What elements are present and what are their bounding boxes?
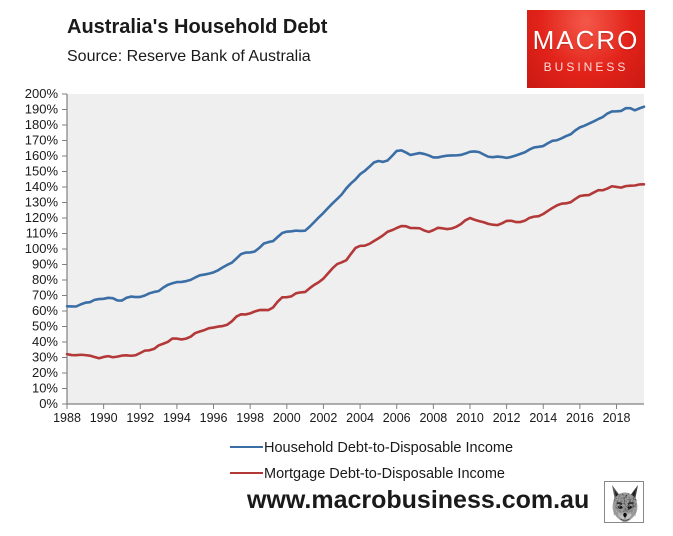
- svg-text:90%: 90%: [32, 257, 58, 272]
- svg-text:160%: 160%: [25, 148, 59, 163]
- svg-text:0%: 0%: [39, 396, 58, 411]
- svg-text:190%: 190%: [25, 102, 59, 117]
- svg-text:2012: 2012: [493, 411, 521, 425]
- svg-text:2008: 2008: [419, 411, 447, 425]
- svg-text:80%: 80%: [32, 272, 58, 287]
- svg-text:20%: 20%: [32, 365, 58, 380]
- svg-text:1988: 1988: [53, 411, 81, 425]
- svg-text:2002: 2002: [310, 411, 338, 425]
- svg-text:180%: 180%: [25, 117, 59, 132]
- svg-text:150%: 150%: [25, 164, 59, 179]
- svg-text:200%: 200%: [25, 86, 59, 101]
- svg-text:130%: 130%: [25, 195, 59, 210]
- svg-text:1998: 1998: [236, 411, 264, 425]
- svg-text:60%: 60%: [32, 303, 58, 318]
- svg-text:140%: 140%: [25, 179, 59, 194]
- svg-text:2004: 2004: [346, 411, 374, 425]
- svg-text:1990: 1990: [90, 411, 118, 425]
- svg-text:2000: 2000: [273, 411, 301, 425]
- svg-text:40%: 40%: [32, 334, 58, 349]
- svg-text:110%: 110%: [26, 226, 59, 241]
- svg-text:170%: 170%: [25, 133, 59, 148]
- svg-text:50%: 50%: [32, 319, 58, 334]
- svg-text:1994: 1994: [163, 411, 191, 425]
- svg-text:1996: 1996: [200, 411, 228, 425]
- svg-text:2006: 2006: [383, 411, 411, 425]
- svg-text:10%: 10%: [32, 381, 58, 396]
- svg-text:1992: 1992: [126, 411, 154, 425]
- svg-text:2016: 2016: [566, 411, 594, 425]
- svg-text:2018: 2018: [603, 411, 631, 425]
- svg-text:2010: 2010: [456, 411, 484, 425]
- svg-text:120%: 120%: [25, 210, 59, 225]
- svg-text:100%: 100%: [25, 241, 59, 256]
- svg-text:70%: 70%: [32, 288, 58, 303]
- svg-text:2014: 2014: [529, 411, 557, 425]
- svg-text:30%: 30%: [32, 350, 58, 365]
